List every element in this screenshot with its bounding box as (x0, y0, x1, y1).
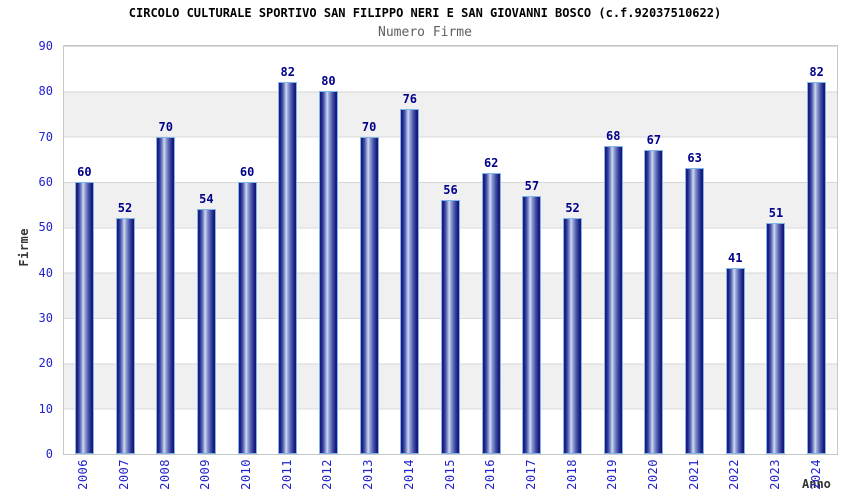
bar-value-2011: 82 (280, 65, 295, 79)
bar-2016 (481, 173, 501, 454)
bar-2024 (807, 82, 827, 454)
chart-subtitle: Numero Firme (378, 25, 472, 40)
bar-value-2018: 52 (565, 201, 580, 215)
x-tick-2020: 2020 (645, 459, 660, 490)
y-tick-60: 60 (38, 175, 53, 189)
x-tick-2011: 2011 (279, 459, 294, 490)
bar-value-2021: 63 (687, 151, 702, 165)
bar-2012 (318, 91, 338, 454)
bar-2015 (441, 200, 460, 454)
y-tick-90: 90 (38, 39, 53, 53)
x-tick-2008: 2008 (157, 459, 172, 490)
x-tick-2007: 2007 (117, 459, 132, 490)
bar-value-2019: 68 (606, 129, 621, 143)
x-tick-2019: 2019 (605, 459, 620, 490)
bar-2008 (156, 137, 176, 454)
bar-2021 (685, 168, 705, 454)
x-tick-2012: 2012 (320, 459, 335, 490)
bar-value-2009: 54 (199, 192, 214, 206)
bar-2022 (725, 268, 745, 454)
y-tick-40: 40 (38, 265, 53, 280)
bar-value-2024: 82 (809, 65, 824, 79)
bar-2007 (115, 218, 135, 454)
x-tick-2017: 2017 (523, 459, 538, 490)
x-tick-2015: 2015 (442, 459, 457, 490)
bar-value-2007: 52 (117, 201, 133, 215)
bar-value-2010: 60 (239, 165, 255, 179)
y-tick-0: 0 (45, 447, 53, 461)
x-tick-2016: 2016 (483, 459, 498, 490)
bar-2013 (359, 137, 379, 454)
bar-2006 (74, 182, 94, 454)
bar-value-2017: 57 (524, 179, 540, 193)
bar-value-2015: 56 (443, 183, 458, 197)
bar-2009 (196, 209, 216, 454)
y-tick-30: 30 (38, 311, 53, 325)
bar-2014 (400, 109, 420, 454)
bar-value-2022: 41 (728, 251, 743, 265)
bar-value-2008: 70 (158, 120, 173, 134)
bar-value-2012: 80 (321, 74, 336, 88)
bar-2017 (522, 196, 542, 454)
bar-2010 (237, 182, 257, 454)
y-tick-80: 80 (38, 84, 53, 99)
bar-value-2016: 62 (483, 156, 499, 170)
x-tick-2014: 2014 (401, 459, 416, 490)
bar-2011 (278, 82, 298, 454)
bar-value-2006: 60 (77, 165, 92, 179)
x-axis-title: Anno (802, 477, 831, 491)
y-tick-70: 70 (38, 129, 53, 144)
bar-value-2020: 67 (646, 133, 662, 147)
bar-value-2014: 76 (402, 92, 418, 106)
bar-value-2013: 70 (361, 120, 377, 134)
x-tick-2022: 2022 (727, 459, 742, 490)
x-tick-2023: 2023 (767, 459, 782, 490)
chart-title: CIRCOLO CULTURALE SPORTIVO SAN FILIPPO N… (128, 6, 722, 20)
x-tick-2013: 2013 (361, 459, 376, 490)
x-tick-2009: 2009 (198, 459, 213, 490)
plot-area: 60 52 70 54 60 82 80 70 76 56 62 57 52 68 67 63 41 51 82 (63, 45, 838, 455)
y-tick-20: 20 (38, 356, 53, 371)
bar-value-2023: 51 (768, 206, 784, 220)
y-tick-10: 10 (38, 401, 53, 416)
x-tick-2024: 2024 (808, 459, 823, 490)
bar-2020 (644, 150, 664, 454)
bar-2019 (603, 146, 623, 454)
y-tick-50: 50 (38, 220, 53, 235)
x-tick-2006: 2006 (76, 459, 91, 490)
x-tick-2010: 2010 (239, 459, 254, 490)
bar-2023 (766, 223, 786, 454)
x-tick-2018: 2018 (564, 459, 579, 490)
bar-2018 (563, 218, 583, 454)
x-tick-2021: 2021 (686, 459, 701, 490)
